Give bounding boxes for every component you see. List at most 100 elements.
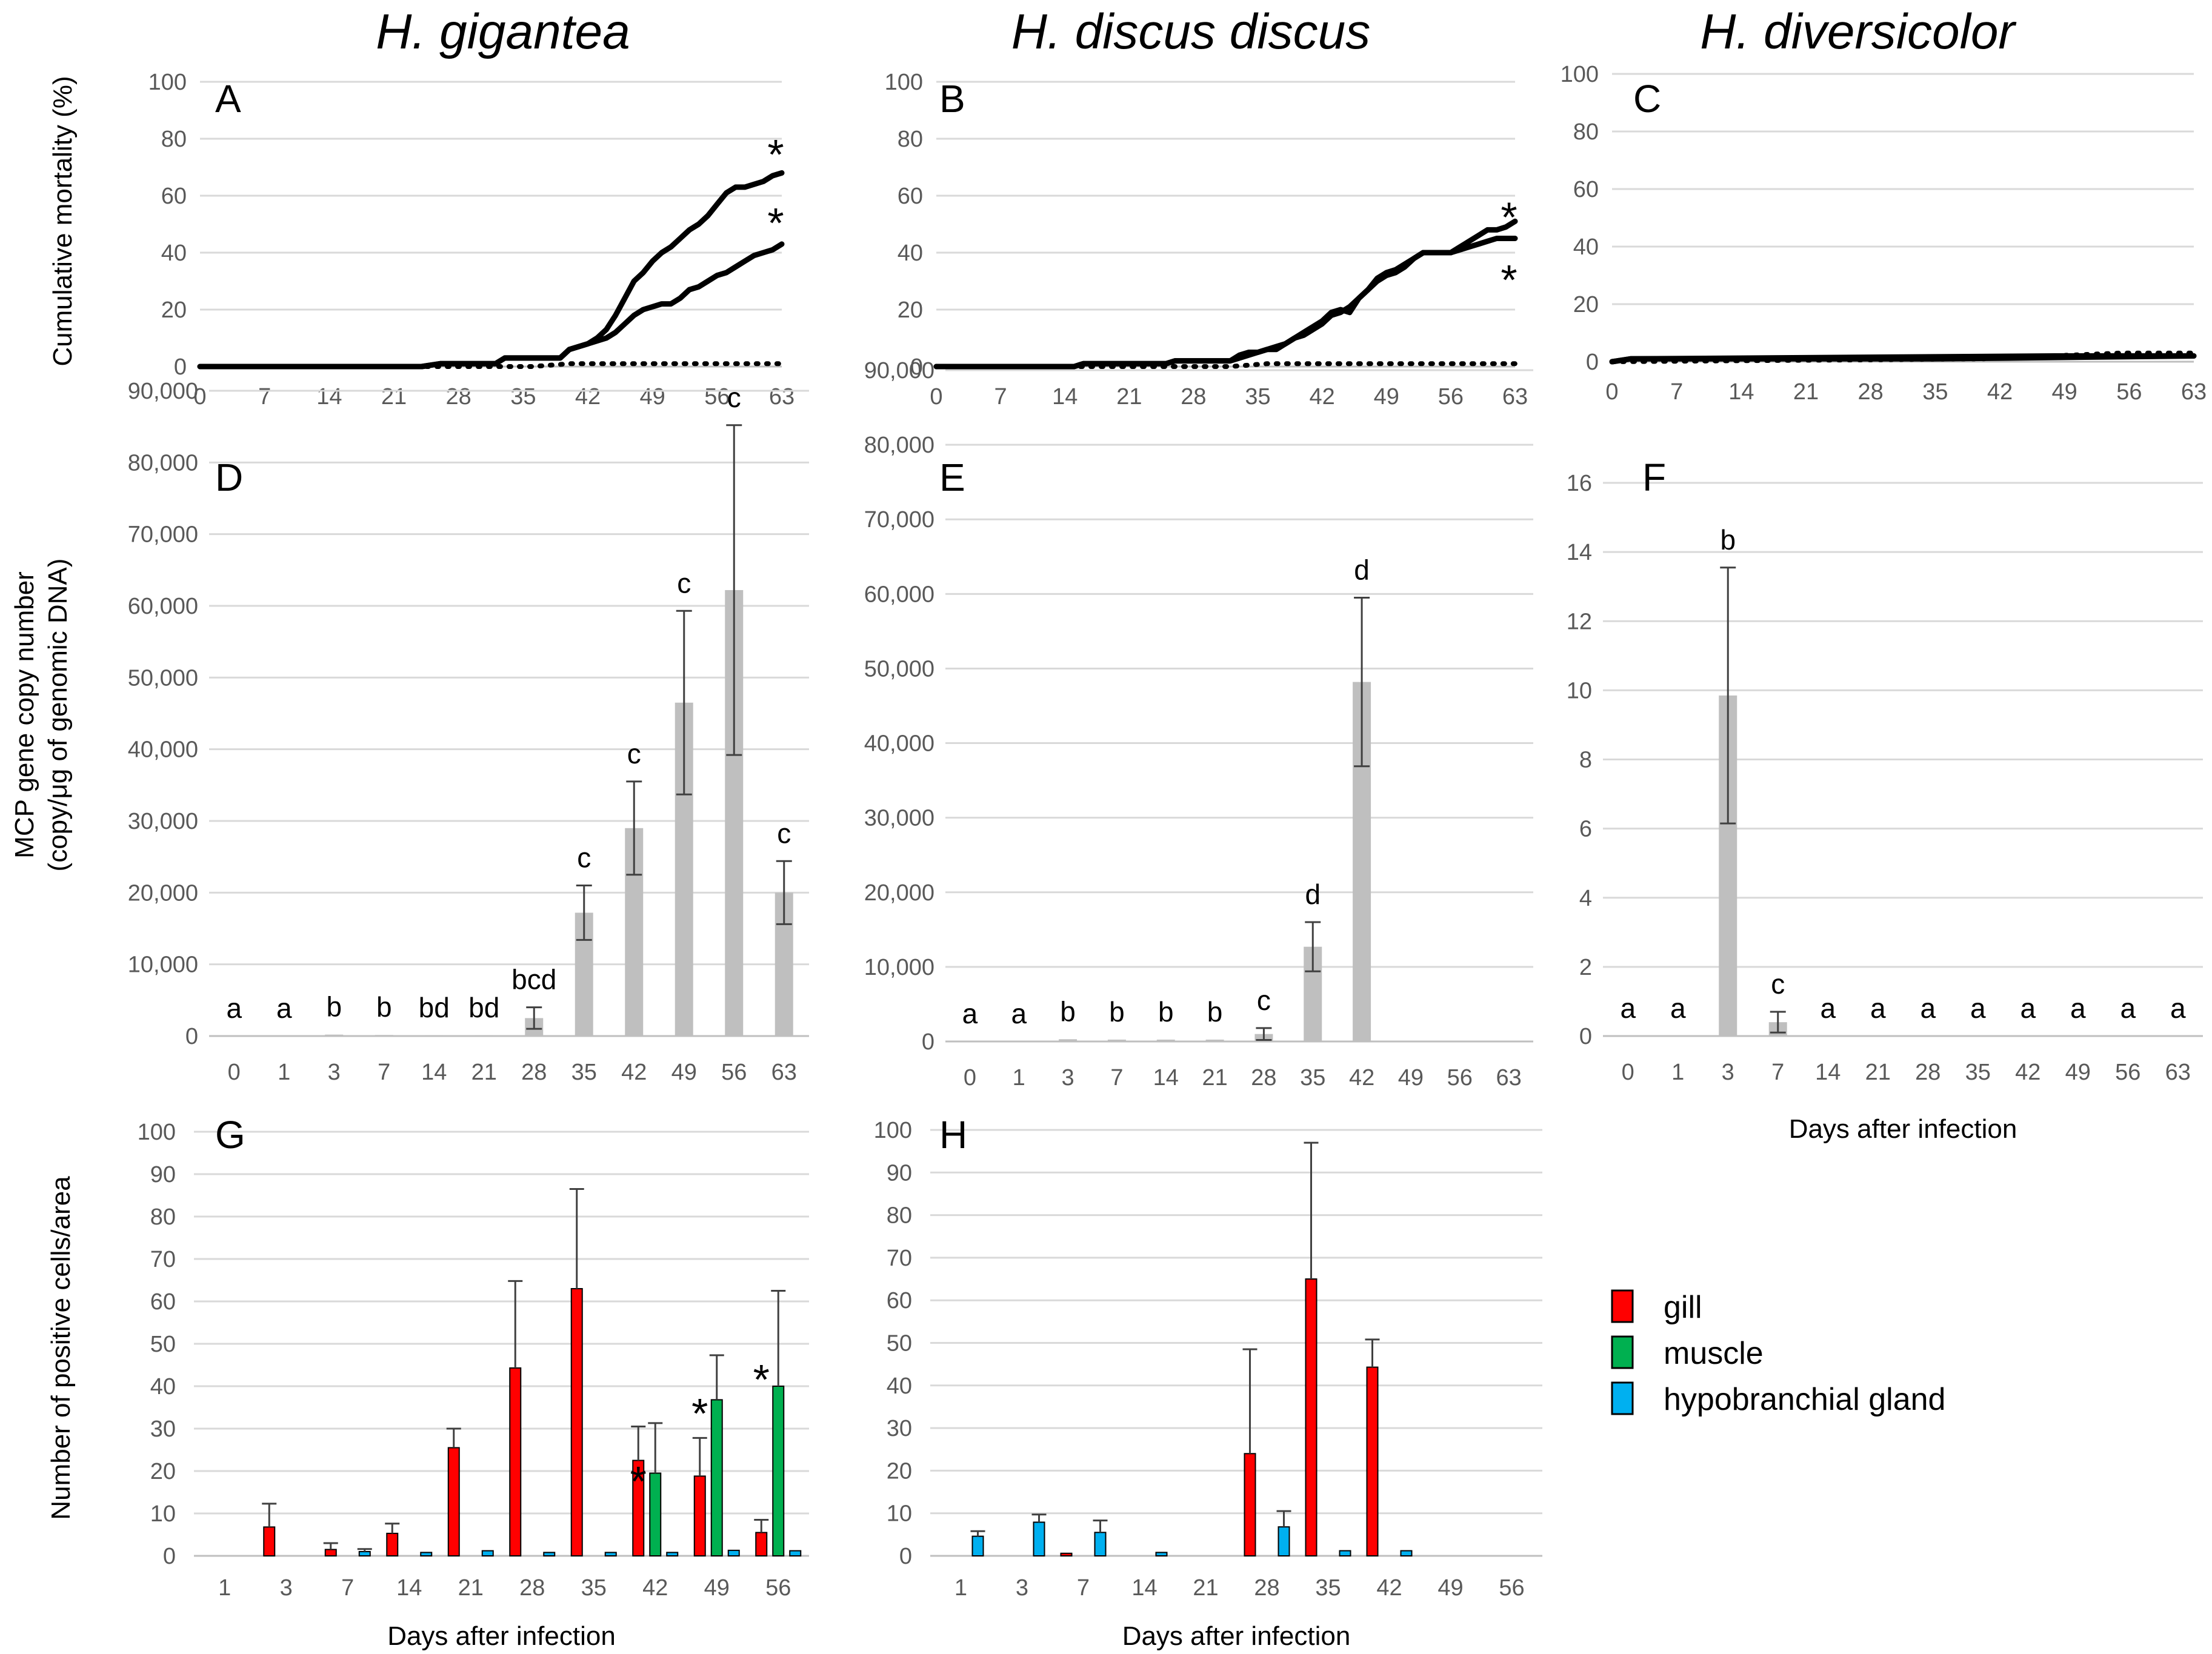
x-tick-label: 49 bbox=[2052, 379, 2077, 405]
bar bbox=[325, 1034, 344, 1036]
x-tick-label: 14 bbox=[1153, 1065, 1179, 1091]
x-tick-label: 14 bbox=[316, 384, 342, 410]
y-tick-label: 50 bbox=[150, 1332, 176, 1357]
y-tick-label: 10 bbox=[1567, 678, 1592, 703]
y-tick-label: 40 bbox=[150, 1374, 176, 1400]
bar-hypobranchial-gland bbox=[543, 1552, 556, 1556]
x-tick-label: 3 bbox=[1062, 1065, 1074, 1091]
y-tick-label: 60 bbox=[150, 1289, 176, 1315]
significance-letter: a bbox=[1970, 992, 1986, 1024]
x-tick-label: 56 bbox=[2116, 379, 2142, 405]
x-tick-label: 63 bbox=[1502, 384, 1528, 410]
panel-c-mortality-diversicolor: 0 20 40 60 80 100 C 0 7 14 21 28 35 42 49 56 63 bbox=[1561, 62, 2207, 405]
y-tick-label: 20 bbox=[1573, 292, 1599, 317]
bar-hypobranchial-gland bbox=[666, 1552, 679, 1556]
panel-label: E bbox=[939, 456, 965, 499]
x-tick-label: 35 bbox=[510, 384, 536, 410]
bar-gill bbox=[1060, 1552, 1073, 1556]
x-tick-label: 21 bbox=[1193, 1575, 1218, 1601]
y-tick-label: 0 bbox=[1586, 350, 1599, 375]
x-tick-label: 49 bbox=[1374, 384, 1399, 410]
significance-letter: a bbox=[1670, 992, 1686, 1024]
significance-letter: a bbox=[1920, 992, 1936, 1024]
x-tick-label: 56 bbox=[1438, 384, 1464, 410]
significance-letter: c bbox=[1771, 968, 1785, 1000]
x-tick-label: 3 bbox=[1722, 1060, 1734, 1085]
bar-gill bbox=[1305, 1278, 1318, 1557]
bar-gill bbox=[263, 1526, 276, 1556]
y-tick-label: 90,000 bbox=[128, 379, 198, 404]
panel-label: C bbox=[1633, 77, 1661, 121]
x-tick-label: 35 bbox=[1300, 1065, 1325, 1091]
x-tick-label: 49 bbox=[2065, 1060, 2091, 1085]
y-tick-label: 80,000 bbox=[128, 450, 198, 476]
y-tick-label: 70 bbox=[150, 1247, 176, 1272]
significance-letter: b bbox=[1109, 996, 1125, 1028]
x-tick-label: 28 bbox=[1254, 1575, 1279, 1601]
significance-letter: bd bbox=[468, 992, 499, 1023]
series-line-infected-1 bbox=[933, 218, 1518, 370]
panel-label: H bbox=[939, 1113, 967, 1157]
significance-letter: a bbox=[2170, 992, 2186, 1024]
y-tick-label: 8 bbox=[1579, 748, 1592, 773]
y-tick-label: 30 bbox=[887, 1416, 912, 1441]
x-tick-label: 28 bbox=[1858, 379, 1884, 405]
x-tick-label: 28 bbox=[1915, 1060, 1940, 1085]
significance-letter: d bbox=[1354, 554, 1370, 585]
significance-letter: a bbox=[1011, 998, 1027, 1029]
significance-letter: c bbox=[777, 817, 791, 849]
x-tick-label: 7 bbox=[1110, 1065, 1123, 1091]
y-tick-label: 70 bbox=[887, 1246, 912, 1271]
x-tick-label: 49 bbox=[640, 384, 665, 410]
bar-hypobranchial-gland bbox=[1339, 1550, 1351, 1556]
x-tick-label: 63 bbox=[2181, 379, 2207, 405]
x-axis-label: Days after infection bbox=[1122, 1621, 1351, 1651]
y-tick-label: 20,000 bbox=[128, 880, 198, 906]
bar-hypobranchial-gland bbox=[971, 1535, 984, 1557]
x-tick-label: 35 bbox=[1245, 384, 1270, 410]
y-tick-label: 20,000 bbox=[864, 880, 934, 906]
bar-gill bbox=[324, 1549, 337, 1556]
y-tick-label: 16 bbox=[1567, 471, 1592, 496]
y-tick-label: 40 bbox=[1573, 234, 1599, 260]
legend-label-hypobranchial-gland: hypobranchial gland bbox=[1664, 1382, 1945, 1417]
bar-gill bbox=[1244, 1453, 1256, 1557]
y-tick-label: 60 bbox=[887, 1288, 912, 1314]
x-tick-label: 49 bbox=[1398, 1065, 1424, 1091]
legend-swatch-muscle bbox=[1611, 1335, 1634, 1369]
x-tick-label: 21 bbox=[471, 1060, 497, 1085]
x-tick-label: 21 bbox=[1865, 1060, 1891, 1085]
x-tick-label: 7 bbox=[258, 384, 271, 410]
x-tick-label: 63 bbox=[769, 384, 795, 410]
y-tick-label: 20 bbox=[898, 297, 923, 323]
y-tick-label: 14 bbox=[1567, 540, 1592, 565]
y-tick-label: 80 bbox=[1573, 119, 1599, 145]
y-tick-label: 60,000 bbox=[864, 582, 934, 607]
series-line-infected-2 bbox=[933, 236, 1518, 370]
y-tick-label: 10,000 bbox=[864, 955, 934, 980]
y-tick-label: 90 bbox=[150, 1162, 176, 1187]
significance-letter: bcd bbox=[511, 964, 556, 995]
significance-star: * bbox=[1501, 193, 1517, 241]
significance-letter: a bbox=[1620, 992, 1636, 1024]
bar-hypobranchial-gland bbox=[358, 1551, 371, 1556]
x-tick-label: 21 bbox=[1202, 1065, 1227, 1091]
x-tick-label: 7 bbox=[1670, 379, 1683, 405]
x-tick-label: 1 bbox=[954, 1575, 967, 1601]
x-tick-label: 0 bbox=[1605, 379, 1618, 405]
significance-letter: b bbox=[376, 991, 392, 1023]
series-line-control bbox=[1610, 350, 2196, 364]
x-tick-label: 42 bbox=[1987, 379, 2013, 405]
y-tick-label: 10,000 bbox=[128, 952, 198, 978]
x-tick-label: 1 bbox=[218, 1575, 231, 1601]
x-axis-label: Days after infection bbox=[1789, 1114, 2017, 1144]
x-tick-label: 35 bbox=[581, 1575, 607, 1601]
y-tick-label: 60 bbox=[898, 184, 923, 209]
y-tick-label: 70,000 bbox=[128, 522, 198, 548]
y-axis-label: (copy/μg of genomic DNA) bbox=[43, 559, 73, 872]
y-tick-label: 60,000 bbox=[128, 594, 198, 619]
y-tick-label: 100 bbox=[138, 1120, 176, 1145]
y-tick-label: 80 bbox=[898, 127, 923, 152]
panel-label: A bbox=[215, 77, 241, 121]
